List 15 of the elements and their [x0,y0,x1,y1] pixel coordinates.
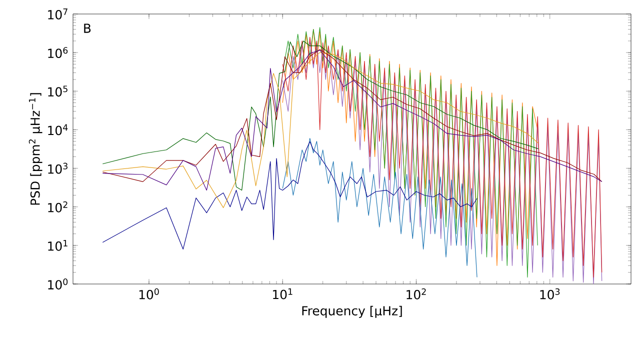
y-tick-label: 10$^{4}$ [48,124,68,136]
x-axis-title: Frequency [μHz] [302,306,402,318]
y-tick-label: 10$^{5}$ [48,86,68,97]
y-tick-label: 10$^{1}$ [48,240,68,251]
y-tick-label: 10$^{6}$ [48,47,68,58]
y-tick-label: 10$^{0}$ [48,278,68,290]
annotation: B [84,24,91,33]
x-tick-label: 10$^{3}$ [540,288,560,300]
y-tick-label: 10$^{2}$ [48,201,68,212]
y-tick-label: 10$^{3}$ [48,162,68,174]
y-axis-title: PSD [ppm$^{2}$ μHz$^{−1}$] [28,93,42,205]
x-tick-label: 10$^{1}$ [273,288,292,300]
x-tick-label: 10$^{0}$ [139,288,159,300]
x-tick-label: 10$^{2}$ [406,288,426,300]
y-tick-label: 10$^{7}$ [48,8,68,20]
